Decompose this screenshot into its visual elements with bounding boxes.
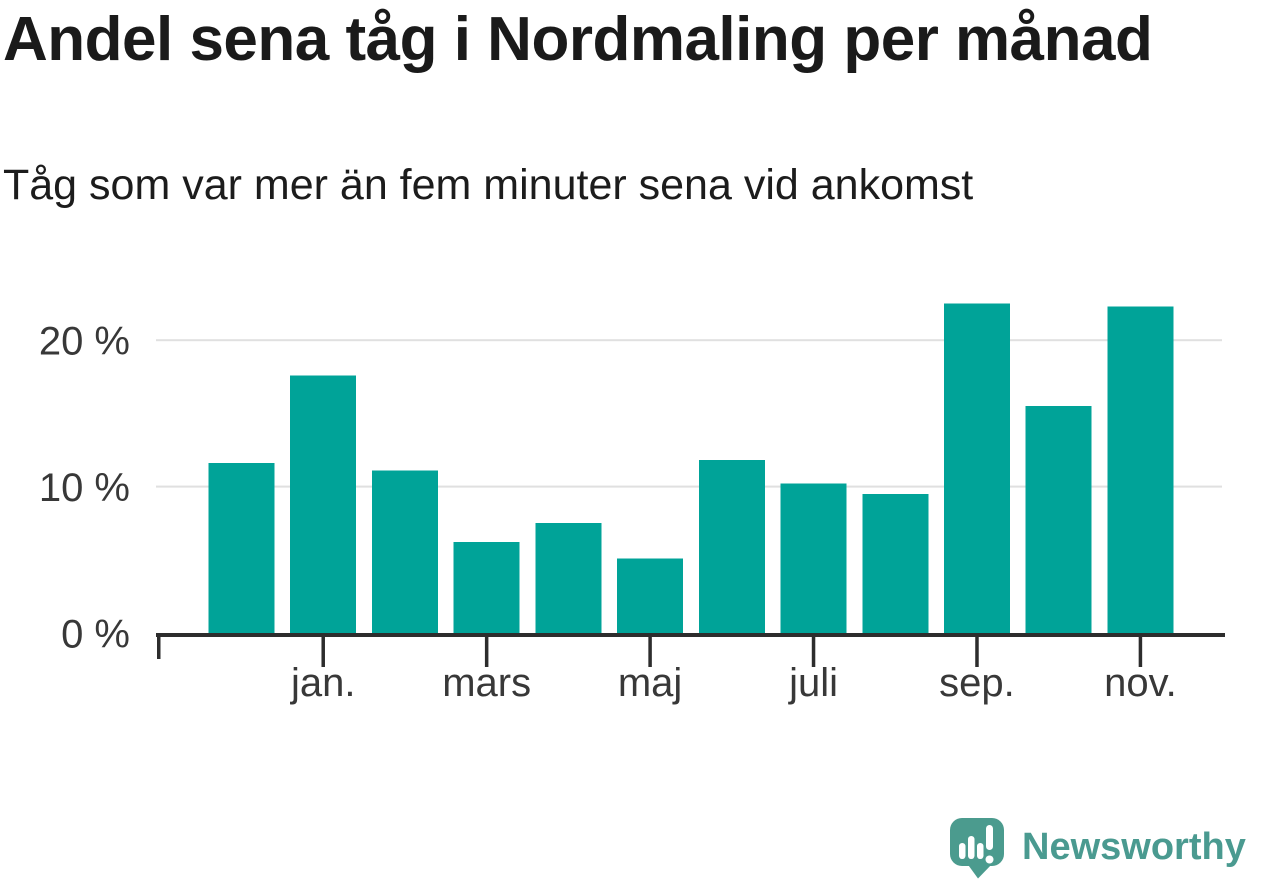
x-axis-line <box>156 633 1225 637</box>
x-axis-tick <box>811 637 816 667</box>
chart-title: Andel sena tåg i Nordmaling per månad <box>3 5 1153 74</box>
x-axis-tick-label: juli <box>788 661 838 705</box>
x-axis-tick-label: maj <box>618 661 682 705</box>
chart-subtitle: Tåg som var mer än fem minuter sena vid … <box>3 161 974 209</box>
bar-dec. <box>208 463 275 633</box>
bar-apr. <box>535 523 602 633</box>
y-axis-tick-label: 10 % <box>39 466 130 510</box>
newsworthy-logo-icon <box>950 818 1004 879</box>
bar-juni <box>698 460 765 633</box>
y-axis-tick-label: 0 % <box>61 613 130 657</box>
brand-footer: Newsworthy <box>950 818 1262 879</box>
y-axis-tick-label: 20 % <box>39 320 130 364</box>
bar-maj <box>617 558 684 633</box>
x-axis-tick <box>648 637 652 667</box>
x-axis-tick-label: jan. <box>290 661 356 705</box>
brand-name: Newsworthy <box>1022 826 1246 868</box>
bar-okt. <box>1025 406 1092 633</box>
bar-nov. <box>1107 306 1174 633</box>
x-axis-tick <box>321 637 325 667</box>
x-axis-tick <box>484 637 489 667</box>
bar-jan. <box>290 375 357 633</box>
gridline <box>156 339 1222 342</box>
x-axis-tick-label: sep. <box>939 661 1015 705</box>
x-axis-tick <box>1138 637 1143 667</box>
bar-feb. <box>371 470 438 633</box>
bar-chart-plot-area: 0 % 10 % 20 % jan. mars maj juli sep. nov. <box>39 303 1225 705</box>
x-axis-origin-tick <box>157 633 161 659</box>
bar-aug. <box>862 493 929 633</box>
bar-mars <box>453 542 520 633</box>
x-axis-tick <box>975 637 979 667</box>
bar-sep. <box>943 303 1010 633</box>
x-axis-tick-label: nov. <box>1104 661 1177 705</box>
x-axis-tick-label: mars <box>442 661 531 705</box>
bar-juli <box>780 483 847 633</box>
gridline <box>156 485 1222 488</box>
